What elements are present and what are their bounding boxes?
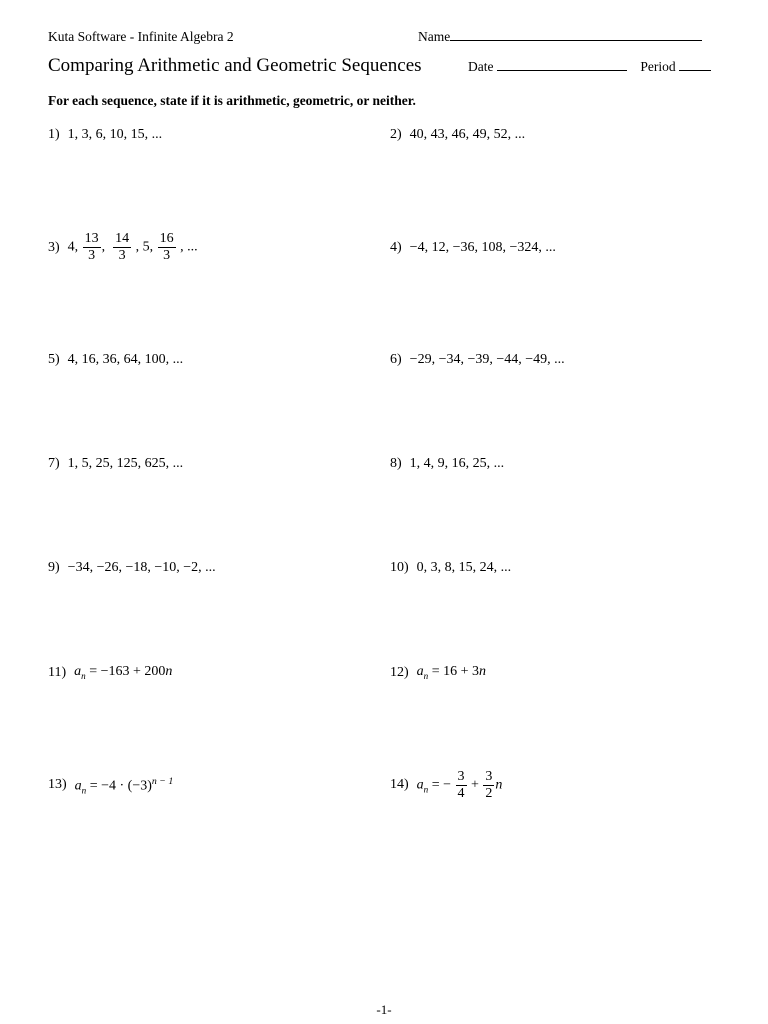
problem-11: 11) an = −163 + 200n — [48, 664, 378, 681]
problems-grid: 1) 1, 3, 6, 10, 15, ... 2) 40, 43, 46, 4… — [48, 127, 720, 802]
name-label: Name — [418, 29, 450, 45]
problem-1: 1) 1, 3, 6, 10, 15, ... — [48, 127, 378, 143]
title-row: Comparing Arithmetic and Geometric Seque… — [48, 55, 720, 77]
problem-number: 2) — [390, 127, 402, 143]
page-number: -1- — [0, 1002, 768, 1018]
sequence-text: −34, −26, −18, −10, −2, ... — [68, 560, 216, 576]
formula-text: an = 16 + 3n — [417, 664, 486, 681]
software-title: Kuta Software - Infinite Algebra 2 — [48, 29, 418, 45]
problem-14: 14) an = − 34 + 32n — [390, 769, 720, 802]
date-period: Date Period — [468, 58, 711, 75]
header-row: Kuta Software - Infinite Algebra 2 Name — [48, 28, 720, 45]
problem-5: 5) 4, 16, 36, 64, 100, ... — [48, 352, 378, 368]
date-label: Date — [468, 59, 493, 74]
problem-6: 6) −29, −34, −39, −44, −49, ... — [390, 352, 720, 368]
period-blank — [679, 58, 711, 71]
problem-7: 7) 1, 5, 25, 125, 625, ... — [48, 456, 378, 472]
formula-text: an = −4 · (−3)n − 1 — [75, 776, 174, 795]
fraction: 32 — [483, 769, 494, 802]
problem-13: 13) an = −4 · (−3)n − 1 — [48, 769, 378, 802]
problem-number: 6) — [390, 352, 402, 368]
period-label: Period — [640, 59, 675, 74]
worksheet-page: Kuta Software - Infinite Algebra 2 Name … — [0, 0, 768, 802]
problem-4: 4) −4, 12, −36, 108, −324, ... — [390, 231, 720, 264]
problem-number: 9) — [48, 560, 60, 576]
sequence-text: 1, 3, 6, 10, 15, ... — [68, 127, 163, 143]
problem-10: 10) 0, 3, 8, 15, 24, ... — [390, 560, 720, 576]
sequence-text: −4, 12, −36, 108, −324, ... — [410, 240, 556, 256]
problem-2: 2) 40, 43, 46, 49, 52, ... — [390, 127, 720, 143]
fraction: 133 — [83, 231, 101, 264]
sequence-text: 1, 5, 25, 125, 625, ... — [68, 456, 184, 472]
sequence-text: −29, −34, −39, −44, −49, ... — [410, 352, 565, 368]
fraction: 143 — [113, 231, 131, 264]
problem-number: 13) — [48, 777, 67, 793]
fraction: 163 — [158, 231, 176, 264]
sequence-text: 0, 3, 8, 15, 24, ... — [417, 560, 512, 576]
problem-number: 11) — [48, 665, 66, 681]
problem-number: 12) — [390, 665, 409, 681]
sequence-text: 4, 133, 143 , 5, 163 , ... — [68, 231, 198, 264]
instructions: For each sequence, state if it is arithm… — [48, 93, 720, 109]
problem-number: 3) — [48, 240, 60, 256]
problem-number: 14) — [390, 777, 409, 793]
problem-3: 3) 4, 133, 143 , 5, 163 , ... — [48, 231, 378, 264]
problem-number: 10) — [390, 560, 409, 576]
sequence-text: 40, 43, 46, 49, 52, ... — [410, 127, 526, 143]
formula-text: an = − 34 + 32n — [417, 769, 503, 802]
problem-9: 9) −34, −26, −18, −10, −2, ... — [48, 560, 378, 576]
date-blank — [497, 58, 627, 71]
problem-8: 8) 1, 4, 9, 16, 25, ... — [390, 456, 720, 472]
problem-12: 12) an = 16 + 3n — [390, 664, 720, 681]
fraction: 34 — [456, 769, 467, 802]
problem-number: 8) — [390, 456, 402, 472]
worksheet-title: Comparing Arithmetic and Geometric Seque… — [48, 55, 468, 77]
problem-number: 1) — [48, 127, 60, 143]
problem-number: 4) — [390, 240, 402, 256]
sequence-text: 1, 4, 9, 16, 25, ... — [410, 456, 505, 472]
name-blank — [450, 28, 702, 41]
formula-text: an = −163 + 200n — [74, 664, 172, 681]
problem-number: 5) — [48, 352, 60, 368]
sequence-text: 4, 16, 36, 64, 100, ... — [68, 352, 184, 368]
problem-number: 7) — [48, 456, 60, 472]
